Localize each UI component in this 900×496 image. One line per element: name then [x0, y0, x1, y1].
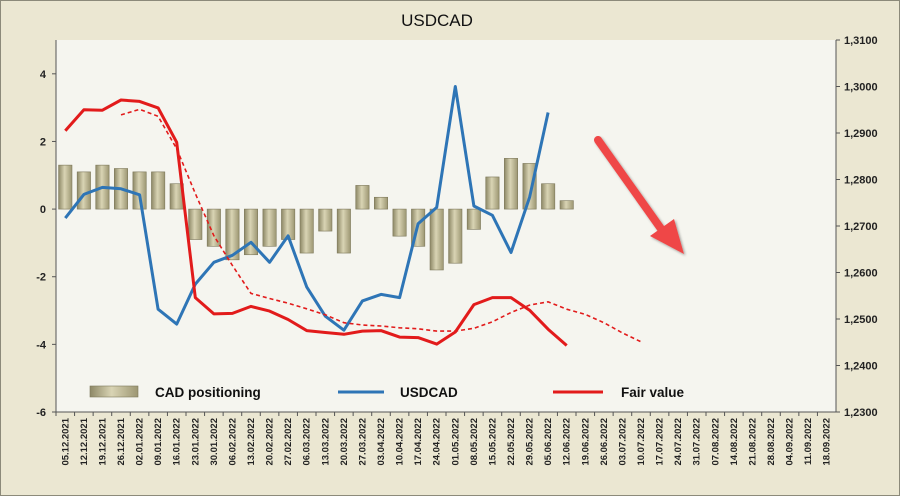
position-bar — [504, 158, 518, 210]
position-bar — [448, 208, 463, 264]
position-bar — [151, 171, 166, 210]
x-tick-label: 18.09.2022 — [822, 418, 833, 466]
x-tick-label: 02.01.2022 — [135, 418, 146, 466]
position-bar — [132, 171, 147, 210]
x-tick-label: 27.02.2022 — [283, 418, 294, 466]
x-tick-label: 17.07.2022 — [655, 418, 666, 466]
left-tick-label: 0 — [40, 204, 46, 216]
x-tick-label: 24.07.2022 — [673, 418, 684, 466]
x-tick-label: 09.01.2022 — [153, 418, 164, 466]
x-tick-label: 20.02.2022 — [265, 418, 276, 466]
left-tick-label: -2 — [36, 272, 46, 284]
left-tick-label: 4 — [40, 69, 47, 81]
trend-arrow-head — [650, 219, 684, 254]
position-bar — [429, 208, 444, 271]
chart-title: USDCAD — [401, 11, 473, 30]
x-tick-label: 14.08.2022 — [729, 418, 740, 466]
x-tick-label: 31.07.2022 — [692, 418, 703, 466]
position-bar — [466, 208, 481, 230]
x-tick-label: 05.06.2022 — [543, 418, 554, 466]
legend-label-fair-value: Fair value — [621, 385, 685, 400]
left-tick-label: -6 — [36, 407, 46, 419]
x-tick-label: 30.01.2022 — [209, 418, 220, 466]
x-tick-label: 19.06.2022 — [580, 418, 591, 466]
x-tick-label: 29.05.2022 — [525, 418, 536, 466]
x-tick-label: 03.07.2022 — [617, 418, 628, 466]
x-tick-label: 23.01.2022 — [190, 418, 201, 466]
x-tick-label: 21.08.2022 — [747, 418, 758, 466]
x-tick-label: 20.03.2022 — [339, 418, 350, 466]
position-bar — [374, 196, 388, 210]
x-tick-label: 03.04.2022 — [376, 418, 387, 466]
left-tick-label: 2 — [40, 136, 46, 148]
position-bar — [188, 208, 203, 240]
x-tick-label: 27.03.2022 — [357, 418, 368, 466]
trend-arrow-shaft — [594, 136, 668, 237]
position-bar — [355, 185, 370, 210]
legend-label-usdcad: USDCAD — [400, 385, 458, 400]
x-tick-label: 12.06.2022 — [562, 418, 573, 466]
x-tick-label: 13.02.2022 — [246, 418, 257, 466]
position-bar — [522, 163, 537, 210]
x-tick-label: 01.05.2022 — [450, 418, 461, 466]
position-bar — [485, 176, 500, 210]
x-tick-label: 22.05.2022 — [506, 418, 517, 466]
legend-label-cad-positioning: CAD positioning — [155, 385, 261, 400]
position-bar — [392, 208, 407, 237]
right-tick-label: 1,2500 — [844, 314, 878, 326]
x-tick-label: 10.04.2022 — [395, 418, 406, 466]
position-bar — [299, 208, 314, 254]
x-tick-label: 16.01.2022 — [172, 418, 183, 466]
usdcad-line — [64, 85, 550, 332]
right-tick-label: 1,2700 — [844, 221, 878, 233]
right-tick-label: 1,2800 — [844, 175, 878, 187]
x-tick-label: 17.04.2022 — [413, 418, 424, 466]
x-tick-label: 10.07.2022 — [636, 418, 647, 466]
x-tick-label: 15.05.2022 — [487, 418, 498, 466]
position-bar — [559, 200, 574, 210]
x-tick-label: 19.12.2021 — [97, 417, 108, 465]
trend-arrow — [594, 136, 684, 254]
x-tick-label: 07.08.2022 — [710, 418, 721, 466]
position-bar — [225, 208, 240, 261]
right-tick-label: 1,3000 — [844, 82, 878, 94]
x-tick-label: 04.09.2022 — [785, 418, 796, 466]
right-tick-label: 1,2900 — [844, 128, 878, 140]
x-tick-label: 06.02.2022 — [227, 418, 238, 466]
x-tick-label: 05.12.2021 — [60, 417, 71, 465]
position-bar — [318, 208, 333, 232]
x-tick-label: 24.04.2022 — [432, 418, 443, 466]
right-tick-label: 1,3100 — [844, 35, 878, 47]
x-tick-label: 12.12.2021 — [79, 417, 90, 465]
x-tick-label: 26.06.2022 — [599, 418, 610, 466]
x-tick-label: 26.12.2021 — [116, 417, 127, 465]
x-tick-label: 28.08.2022 — [766, 418, 777, 466]
position-bar — [58, 164, 73, 210]
x-tick-label: 06.03.2022 — [302, 418, 313, 466]
left-tick-label: -4 — [36, 339, 47, 351]
right-tick-label: 1,2300 — [844, 407, 878, 419]
position-bar — [76, 171, 91, 210]
position-bar — [262, 208, 277, 247]
x-tick-label: 11.09.2022 — [803, 418, 814, 465]
right-tick-label: 1,2600 — [844, 268, 878, 280]
fair-value-line — [64, 98, 568, 347]
x-tick-label: 08.05.2022 — [469, 418, 480, 466]
x-tick-label: 13.03.2022 — [320, 418, 331, 466]
position-bar — [541, 183, 556, 210]
plot-area — [56, 40, 836, 412]
legend-swatch-cad-positioning — [89, 385, 139, 398]
fair-value-trend-dashed-line — [120, 108, 642, 343]
position-bar — [336, 208, 351, 254]
position-bar — [206, 208, 221, 247]
right-tick-label: 1,2400 — [844, 361, 878, 373]
